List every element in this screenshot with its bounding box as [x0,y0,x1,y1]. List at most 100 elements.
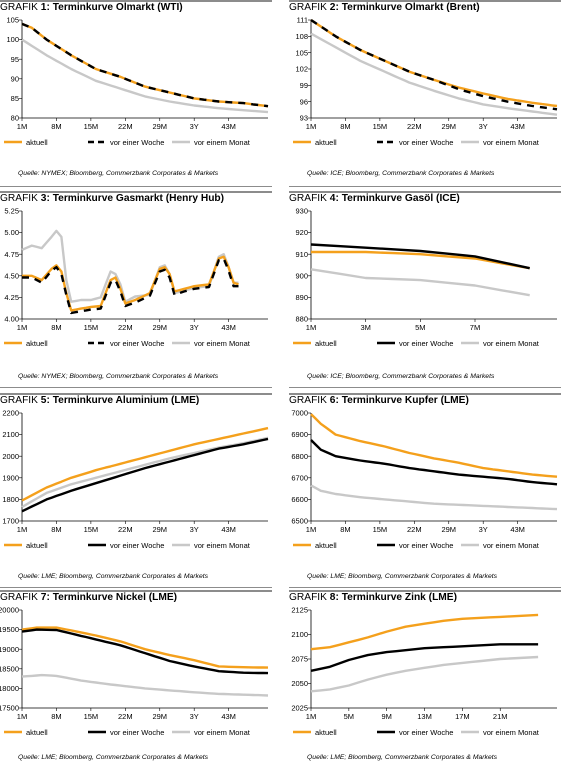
y-tick-label: 900 [295,271,308,280]
chart-prefix: GRAFIK [289,2,327,13]
chart-panel-1: GRAFIK 1: Terminkurve Olmarkt (WTI) 80 85… [0,0,272,188]
y-tick-label: 1900 [2,473,19,482]
legend-label: vor einem Monat [194,339,251,348]
panel-top-rule [289,393,561,395]
y-tick-label: 6500 [291,517,308,526]
x-tick-label: 3Y [190,323,199,332]
x-tick-label: 15M [84,712,99,721]
chart-title: GRAFIK 7: Terminkurve Nickel (LME) [0,592,177,603]
x-tick-label: 29M [152,323,167,332]
y-tick-label: 108 [295,32,308,41]
legend-label: aktuell [315,138,337,147]
chart-panel-3: GRAFIK 3: Terminkurve Gasmarkt (Henry Hu… [0,191,272,388]
y-tick-label: 920 [295,228,308,237]
legend-label: aktuell [315,728,337,737]
chart-panel-5: GRAFIK 5: Terminkurve Aluminium (LME) 17… [0,393,272,588]
chart-prefix: GRAFIK [0,2,38,13]
y-tick-label: 105 [6,16,19,25]
legend-label: vor einem Monat [483,728,540,737]
y-tick-label: 2125 [291,606,308,615]
chart-source: Quelle: ICE; Bloomberg, Commerzbank Corp… [307,373,495,380]
chart-prefix: GRAFIK [0,592,38,603]
legend-label: vor einem Monat [483,541,540,550]
y-tick-label: 99 [300,81,308,90]
chart-prefix: GRAFIK [289,395,327,406]
y-tick-label: 4.50 [4,271,19,280]
series-line-aktuell [310,413,558,478]
y-tick-label: 85 [11,94,19,103]
legend-label: aktuell [26,138,48,147]
y-tick-label: 1800 [2,495,19,504]
panel-bottom-rule [289,186,561,187]
panel-top-rule [289,0,561,2]
x-tick-label: 3Y [190,525,199,534]
x-tick-label: 43M [221,525,236,534]
y-tick-label: 6700 [291,473,308,482]
series-line-woche [310,643,539,672]
y-tick-label: 102 [295,65,308,74]
x-tick-label: 3Y [479,122,488,131]
chart-source: Quelle: LME; Bloomberg, Commerzbank Corp… [18,573,209,580]
chart-panel-6: GRAFIK 6: Terminkurve Kupfer (LME) 6500 6… [289,393,561,588]
x-tick-label: 8M [51,323,61,332]
series-line-monat [310,655,539,693]
y-tick-label: 111 [297,16,308,25]
chart-number: 8: [329,592,339,603]
chart-title: GRAFIK 6: Terminkurve Kupfer (LME) [289,395,469,406]
y-tick-label: 6800 [291,452,308,461]
y-tick-label: 6600 [291,495,308,504]
y-tick-label: 2000 [2,452,19,461]
x-tick-label: 22M [118,525,133,534]
chart-title-text: Terminkurve Aluminium (LME) [52,395,200,406]
chart-prefix: GRAFIK [289,592,327,603]
chart-panel-4: GRAFIK 4: Terminkurve Gasöl (ICE) 880 890… [289,191,561,388]
x-tick-label: 1M [306,323,316,332]
panel-bottom-rule [0,587,272,588]
x-tick-label: 7M [470,323,480,332]
legend-label: vor einer Woche [399,138,453,147]
x-tick-label: 3Y [190,122,199,131]
x-tick-label: 29M [441,122,456,131]
x-tick-label: 29M [152,122,167,131]
y-tick-label: 880 [295,315,308,324]
series-line-monat [21,229,239,303]
panel-top-rule [0,393,272,395]
x-tick-label: 5M [415,323,425,332]
x-tick-label: 8M [51,525,61,534]
legend-label: aktuell [26,339,48,348]
x-tick-label: 43M [510,122,525,131]
x-tick-label: 15M [373,122,388,131]
series-line-aktuell [22,255,239,312]
chart-title: GRAFIK 8: Terminkurve Zink (LME) [289,592,457,603]
series-line-monat [21,38,269,114]
y-tick-label: 2050 [291,679,308,688]
chart-title: GRAFIK 5: Terminkurve Aluminium (LME) [0,395,199,406]
series-line-monat [21,436,269,509]
x-tick-label: 1M [306,712,316,721]
x-tick-label: 43M [221,122,236,131]
chart-number: 6: [329,395,339,406]
y-tick-label: 2100 [2,430,19,439]
chart-title: GRAFIK 3: Terminkurve Gasmarkt (Henry Hu… [0,193,224,204]
x-tick-label: 22M [118,712,133,721]
legend-label: vor einem Monat [483,138,540,147]
x-tick-label: 9M [381,712,391,721]
panel-top-rule [289,191,561,193]
chart-source: Quelle: NYMEX; Bloomberg, Commerzbank Co… [18,170,219,177]
series-line-woche [21,437,269,513]
chart-panel-7: GRAFIK 7: Terminkurve Nickel (LME) 17500… [0,590,272,778]
x-tick-label: 43M [510,525,525,534]
chart-source: Quelle: LME; Bloomberg, Commerzbank Corp… [307,573,498,580]
chart-title: GRAFIK 2: Terminkurve Olmarkt (Brent) [289,2,480,13]
chart-title-text: Terminkurve Kupfer (LME) [341,395,469,406]
y-tick-label: 4.75 [4,250,19,259]
chart-svg: 2025 2050 2075 2100 2125 1M 5M 9M 13M 17M 21M aktue… [291,606,557,737]
x-tick-label: 29M [152,712,167,721]
chart-title-text: Terminkurve Zink (LME) [341,592,457,603]
panel-top-rule [0,0,272,2]
chart-svg: 80 85 90 95 100 105 1M 8M 15M 22M 29M 3Y 43M aktuell v… [4,16,269,147]
chart-svg: 93 96 99 102 105 108 111 1M 8M 15M 22M 29M 3Y 43M aktu… [293,16,558,147]
series-line-woche [21,628,269,675]
chart-source: Quelle: LME; Bloomberg, Commerzbank Corp… [18,754,209,761]
panel-bottom-rule [0,186,272,187]
